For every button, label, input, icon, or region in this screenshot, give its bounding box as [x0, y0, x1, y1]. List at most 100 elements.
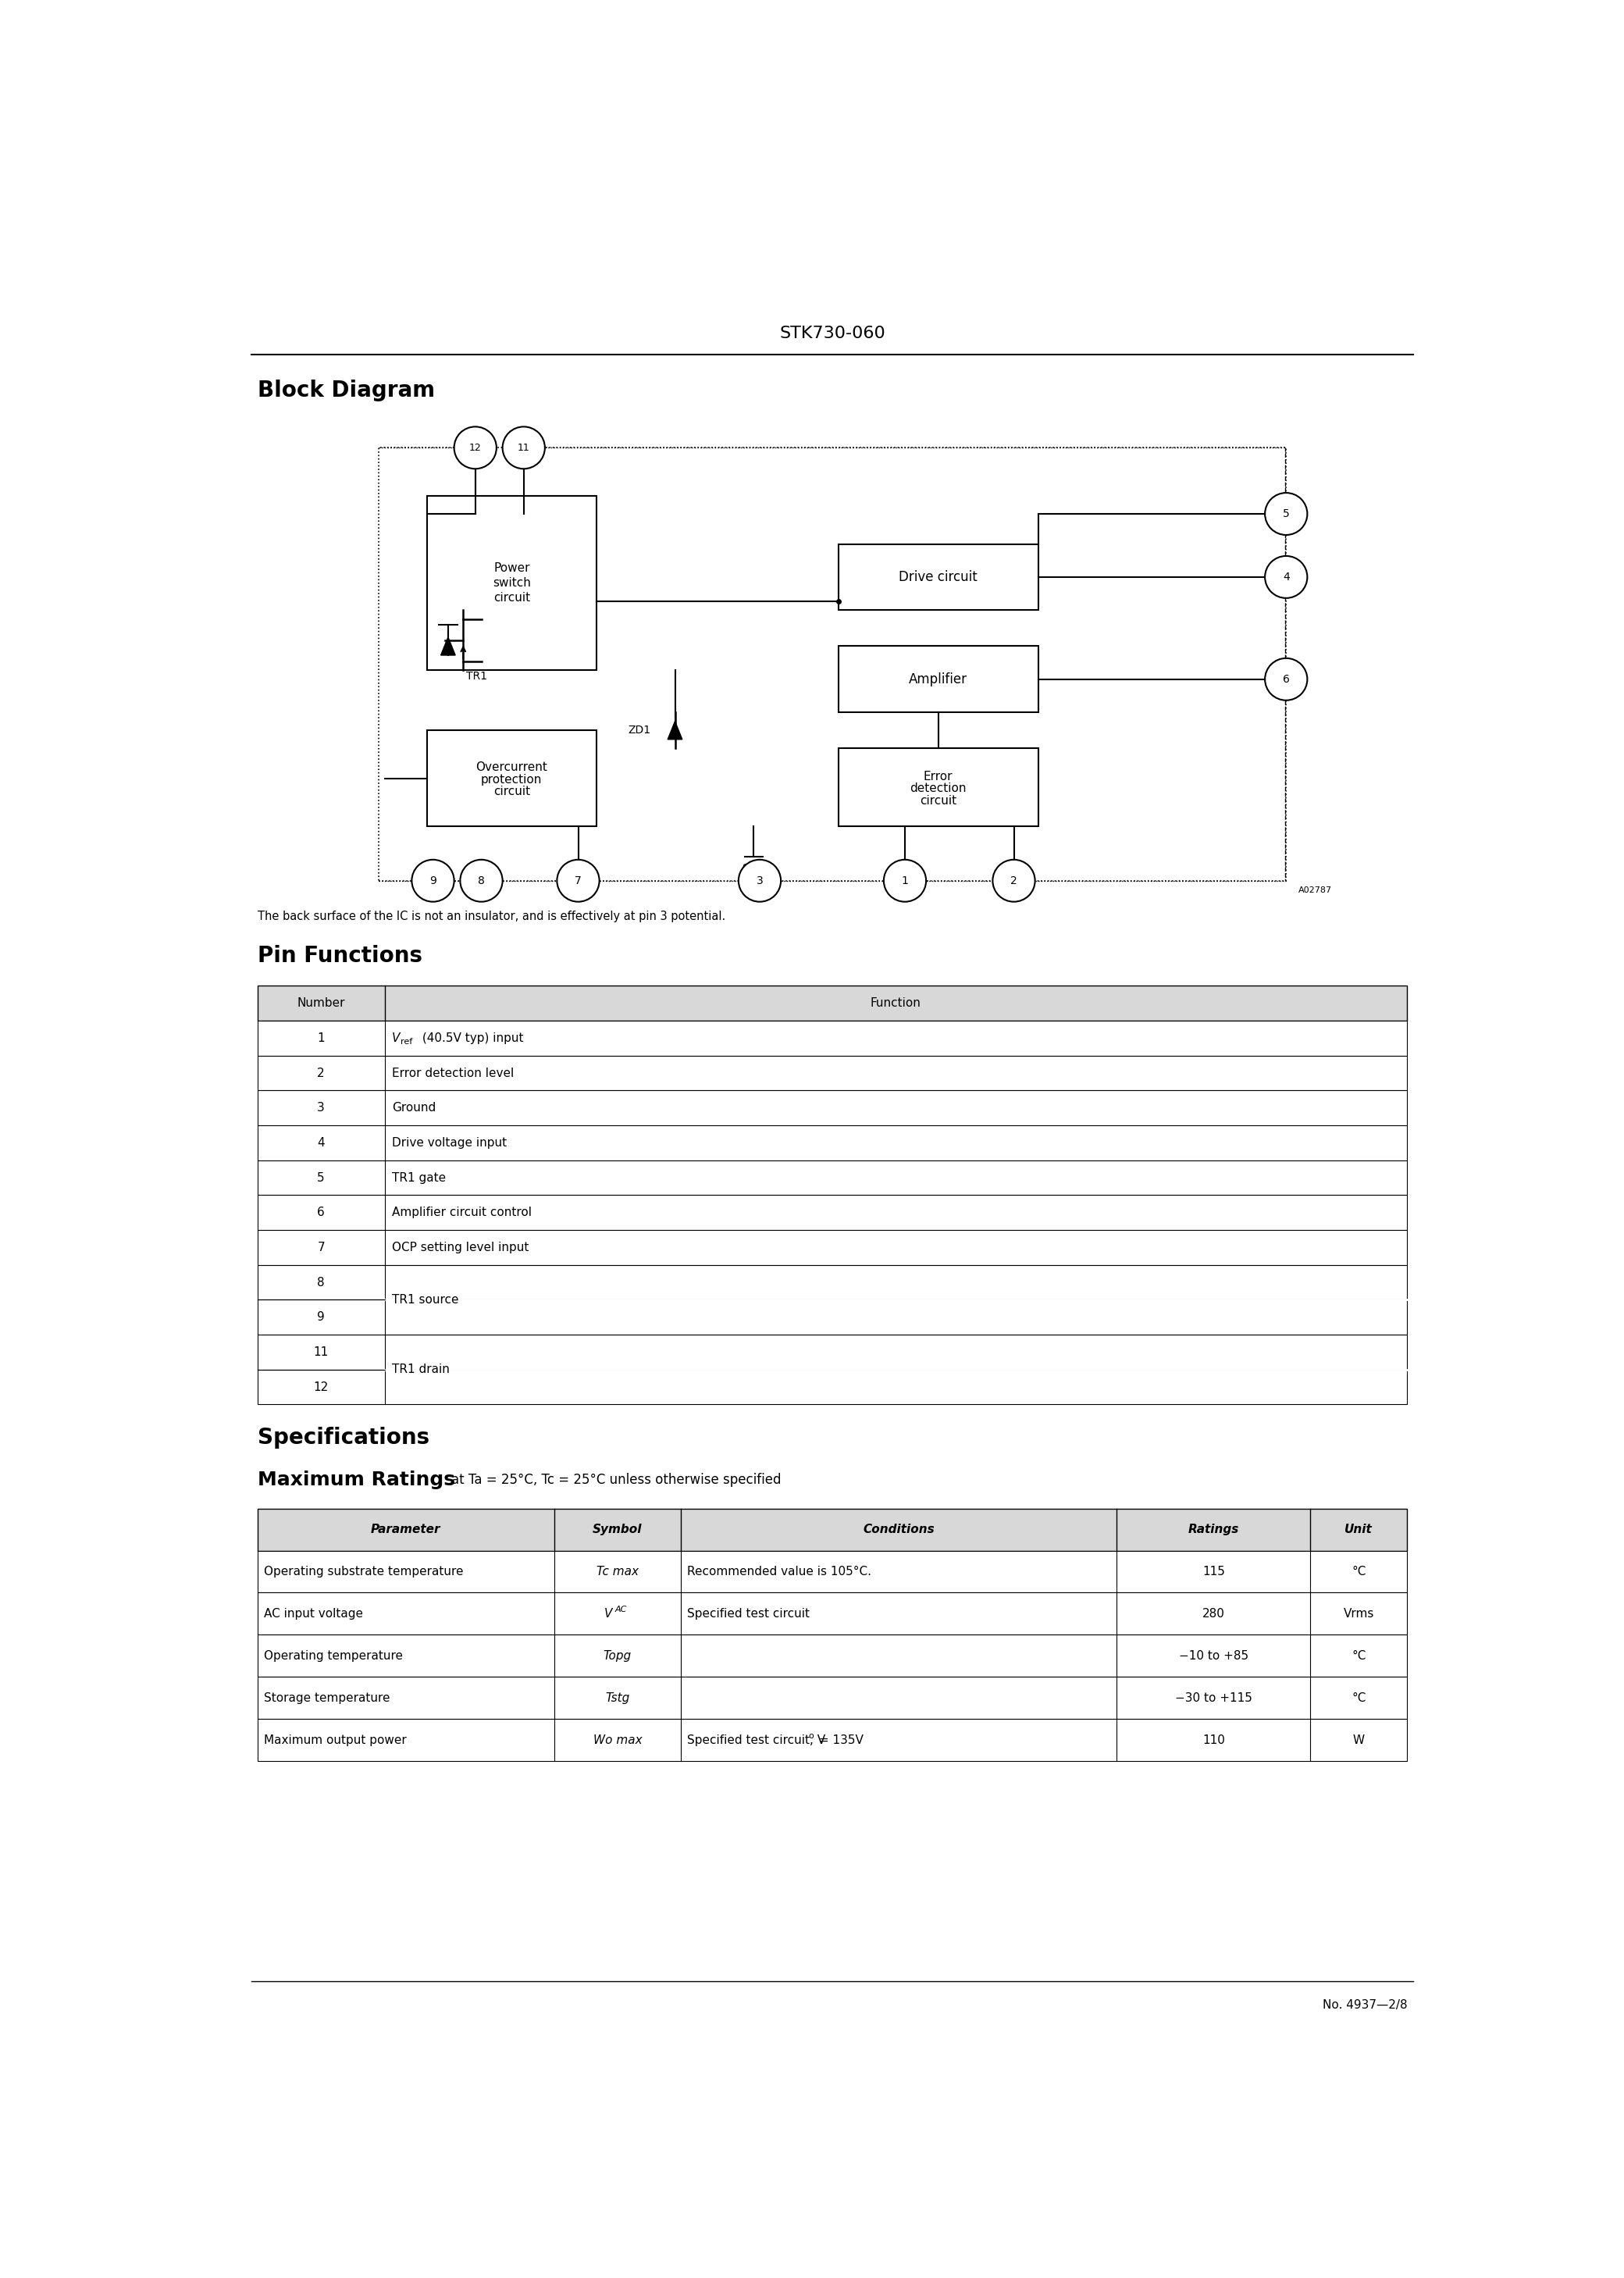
Text: 280: 280: [1202, 1608, 1224, 1620]
Bar: [258, 1055, 1406, 1091]
Text: V: V: [391, 1032, 400, 1043]
Text: −10 to +85: −10 to +85: [1179, 1649, 1249, 1661]
Text: Amplifier circuit control: Amplifier circuit control: [391, 1207, 531, 1219]
Polygon shape: [667, 722, 682, 740]
Text: circuit: circuit: [494, 592, 529, 604]
Text: circuit: circuit: [919, 795, 957, 806]
Text: Ratings: Ratings: [1189, 1524, 1239, 1535]
Text: Tc max: Tc max: [596, 1565, 638, 1576]
Text: Block Diagram: Block Diagram: [258, 380, 435, 401]
Text: °C: °C: [1351, 1565, 1366, 1576]
Text: 6: 6: [317, 1207, 325, 1219]
Text: Specified test circuit: Specified test circuit: [687, 1608, 810, 1620]
Text: Vrms: Vrms: [1343, 1608, 1374, 1620]
Text: Specified test circuit, V: Specified test circuit, V: [687, 1734, 825, 1745]
Circle shape: [502, 426, 546, 469]
Bar: [258, 1264, 1406, 1301]
Text: Ground: Ground: [391, 1103, 435, 1114]
Text: Operating substrate temperature: Operating substrate temperature: [263, 1565, 463, 1576]
Text: Wo max: Wo max: [593, 1734, 641, 1745]
Text: TR1 drain: TR1 drain: [391, 1365, 450, 1376]
Bar: [427, 497, 596, 670]
Bar: [838, 544, 1038, 611]
Text: 1: 1: [317, 1032, 325, 1043]
Text: 3: 3: [317, 1103, 325, 1114]
Text: Operating temperature: Operating temperature: [263, 1649, 403, 1661]
Text: Recommended value is 105°C.: Recommended value is 105°C.: [687, 1565, 872, 1576]
Text: Parameter: Parameter: [370, 1524, 440, 1535]
Bar: [258, 1301, 1406, 1335]
Text: Overcurrent: Overcurrent: [476, 761, 547, 775]
Text: 12: 12: [313, 1380, 328, 1392]
Bar: [258, 1091, 1406, 1125]
Text: AC input voltage: AC input voltage: [263, 1608, 362, 1620]
Bar: [258, 1508, 1406, 1551]
Text: Specifications: Specifications: [258, 1426, 429, 1449]
Text: 4: 4: [317, 1137, 325, 1148]
Bar: [427, 731, 596, 827]
Text: °C: °C: [1351, 1649, 1366, 1661]
Text: 2: 2: [317, 1068, 325, 1080]
Bar: [258, 1369, 1406, 1406]
Text: Unit: Unit: [1345, 1524, 1372, 1535]
Text: Power: Power: [494, 563, 529, 574]
Circle shape: [1265, 556, 1307, 599]
Circle shape: [1265, 658, 1307, 699]
Bar: [258, 1677, 1406, 1720]
Circle shape: [455, 426, 497, 469]
Circle shape: [460, 859, 502, 902]
Bar: [258, 1636, 1406, 1677]
Circle shape: [557, 859, 599, 902]
Bar: [258, 1335, 1406, 1369]
Text: circuit: circuit: [494, 786, 529, 797]
Text: 1: 1: [901, 875, 908, 886]
Text: Function: Function: [870, 998, 921, 1009]
Text: 9: 9: [429, 875, 437, 886]
Bar: [258, 1230, 1406, 1264]
Text: Storage temperature: Storage temperature: [263, 1693, 390, 1704]
Text: ZD1: ZD1: [628, 724, 651, 736]
Circle shape: [883, 859, 926, 902]
Bar: [258, 1551, 1406, 1592]
Text: detection: detection: [909, 784, 966, 795]
Bar: [258, 1196, 1406, 1230]
Text: 6: 6: [1283, 674, 1289, 686]
Text: TR1: TR1: [466, 670, 487, 681]
Bar: [378, 449, 1286, 882]
Text: 8: 8: [477, 875, 486, 886]
Text: 11: 11: [518, 442, 529, 453]
Text: Maximum Ratings: Maximum Ratings: [258, 1469, 455, 1490]
Text: V: V: [604, 1608, 612, 1620]
Bar: [258, 986, 1406, 1021]
Text: Number: Number: [297, 998, 344, 1009]
Text: 110: 110: [1202, 1734, 1224, 1745]
Text: 9: 9: [317, 1312, 325, 1324]
Bar: [258, 1592, 1406, 1636]
Text: TR1 gate: TR1 gate: [391, 1171, 445, 1185]
Text: Error detection level: Error detection level: [391, 1068, 513, 1080]
Text: 115: 115: [1202, 1565, 1224, 1576]
Text: The back surface of the IC is not an insulator, and is effectively at pin 3 pote: The back surface of the IC is not an ins…: [258, 911, 726, 923]
Text: 7: 7: [317, 1242, 325, 1253]
Bar: [258, 1160, 1406, 1196]
Text: Pin Functions: Pin Functions: [258, 945, 422, 966]
Text: 5: 5: [1283, 508, 1289, 519]
Bar: [258, 1720, 1406, 1761]
Text: No. 4937—2/8: No. 4937—2/8: [1322, 2000, 1406, 2011]
Text: switch: switch: [492, 576, 531, 590]
Text: STK730-060: STK730-060: [780, 326, 885, 342]
Text: protection: protection: [481, 775, 542, 786]
Text: at Ta = 25°C, Tc = 25°C unless otherwise specified: at Ta = 25°C, Tc = 25°C unless otherwise…: [451, 1472, 781, 1488]
Polygon shape: [440, 638, 455, 656]
Text: o: o: [809, 1731, 814, 1740]
Text: AC: AC: [615, 1606, 627, 1613]
Circle shape: [412, 859, 455, 902]
Text: A02787: A02787: [1298, 886, 1332, 895]
Text: 8: 8: [317, 1276, 325, 1289]
Text: Topg: Topg: [604, 1649, 632, 1661]
Text: 2: 2: [1010, 875, 1017, 886]
Text: 5: 5: [317, 1171, 325, 1185]
Text: Drive circuit: Drive circuit: [898, 570, 978, 583]
Text: 12: 12: [469, 442, 481, 453]
Bar: [838, 749, 1038, 827]
